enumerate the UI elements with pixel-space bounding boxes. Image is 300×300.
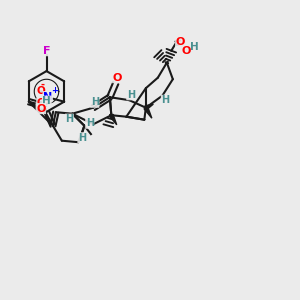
Text: H: H xyxy=(127,90,135,100)
Text: O: O xyxy=(36,103,46,114)
Text: N: N xyxy=(43,92,52,102)
Text: H: H xyxy=(190,42,199,52)
Text: H: H xyxy=(78,133,86,143)
Text: H: H xyxy=(91,97,99,107)
Polygon shape xyxy=(144,107,152,118)
Text: H: H xyxy=(161,95,169,105)
Text: O: O xyxy=(182,46,191,56)
Text: H: H xyxy=(86,118,94,128)
Text: H: H xyxy=(43,96,51,106)
Polygon shape xyxy=(110,114,117,125)
Text: +: + xyxy=(51,86,58,95)
Text: -: - xyxy=(40,80,44,90)
Text: O: O xyxy=(37,98,45,108)
Text: H: H xyxy=(65,114,74,124)
Text: O: O xyxy=(176,37,185,47)
Text: O: O xyxy=(37,86,45,96)
Text: O: O xyxy=(112,73,122,83)
Text: F: F xyxy=(43,46,50,56)
Polygon shape xyxy=(145,104,153,110)
